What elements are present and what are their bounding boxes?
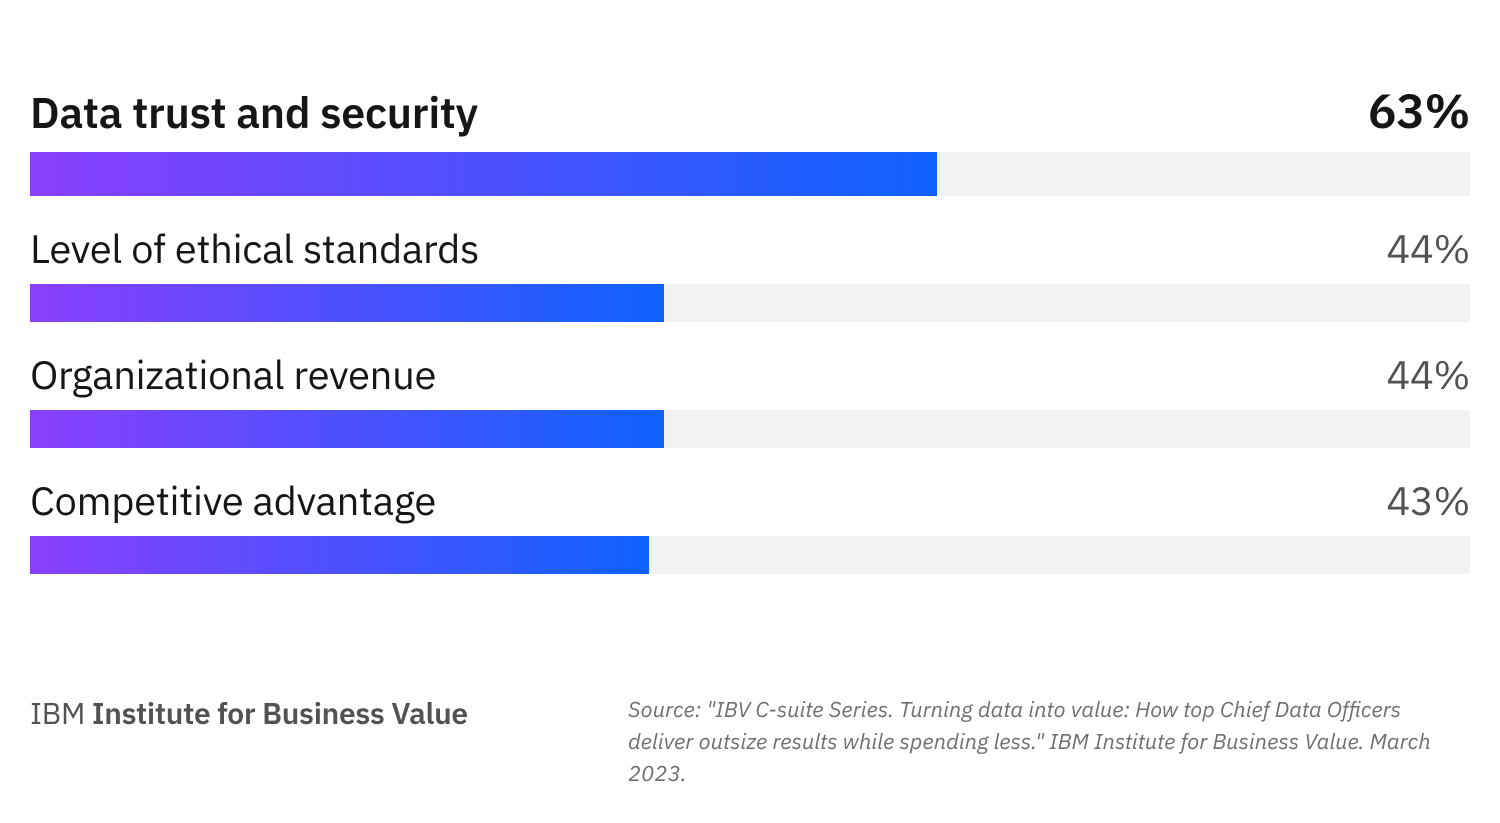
bar-track bbox=[30, 152, 1470, 196]
bar-header: Competitive advantage 43% bbox=[30, 474, 1470, 526]
bar-value: 43% bbox=[1386, 474, 1470, 526]
brand-prefix: IBM bbox=[30, 694, 92, 733]
bar-value: 44% bbox=[1386, 348, 1470, 400]
bar-header: Level of ethical standards 44% bbox=[30, 222, 1470, 274]
footer: IBM Institute for Business Value Source:… bbox=[30, 694, 1470, 790]
bar-header: Data trust and security 63% bbox=[30, 80, 1470, 142]
brand-bold: Institute for Business Value bbox=[92, 694, 468, 733]
bar-value: 63% bbox=[1368, 80, 1470, 142]
bar-track bbox=[30, 410, 1470, 448]
bar-label: Data trust and security bbox=[30, 84, 478, 140]
footer-brand: IBM Institute for Business Value bbox=[30, 694, 468, 733]
bar-row: Data trust and security 63% bbox=[30, 80, 1470, 196]
bar-chart: Data trust and security 63% Level of ethic… bbox=[30, 80, 1470, 574]
bar-fill bbox=[30, 410, 664, 448]
bar-fill bbox=[30, 152, 937, 196]
bar-row: Competitive advantage 43% bbox=[30, 474, 1470, 574]
bar-label: Level of ethical standards bbox=[30, 222, 479, 274]
bar-row: Organizational revenue 44% bbox=[30, 348, 1470, 448]
bar-value: 44% bbox=[1386, 222, 1470, 274]
bar-label: Competitive advantage bbox=[30, 474, 436, 526]
bar-fill bbox=[30, 536, 649, 574]
bar-label: Organizational revenue bbox=[30, 348, 436, 400]
bar-header: Organizational revenue 44% bbox=[30, 348, 1470, 400]
footer-source: Source: "IBV C-suite Series. Turning dat… bbox=[628, 694, 1458, 790]
bar-track bbox=[30, 284, 1470, 322]
bar-fill bbox=[30, 284, 664, 322]
bar-track bbox=[30, 536, 1470, 574]
bar-row: Level of ethical standards 44% bbox=[30, 222, 1470, 322]
